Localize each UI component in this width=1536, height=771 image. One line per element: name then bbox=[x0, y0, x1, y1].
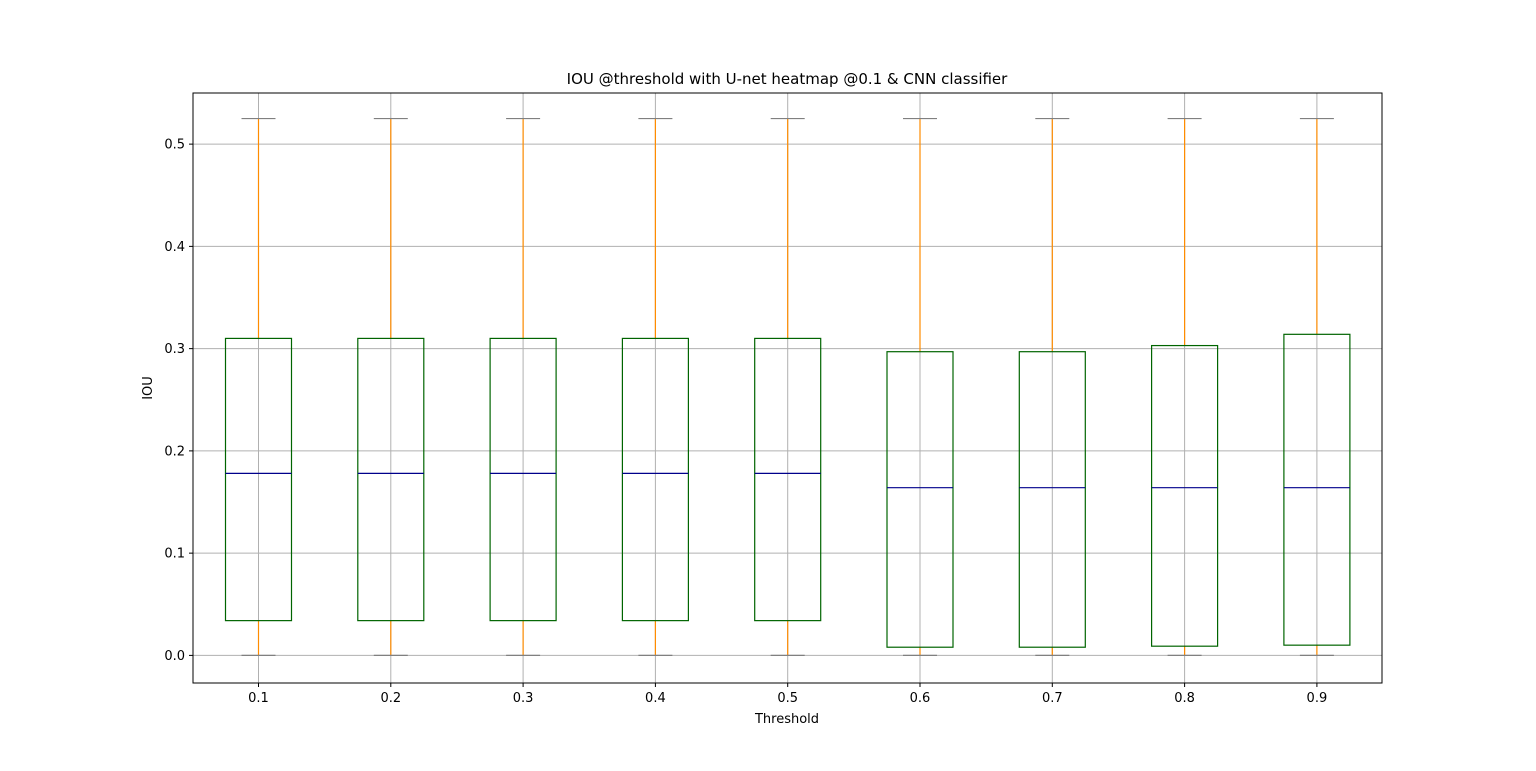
y-tick-label: 0.3 bbox=[164, 342, 185, 357]
y-axis: 0.0 0.1 0.2 0.3 0.4 0.5 bbox=[164, 138, 193, 664]
y-tick-label: 0.1 bbox=[164, 547, 185, 562]
x-tick-label: 0.5 bbox=[777, 691, 798, 706]
y-tick-label: 0.4 bbox=[164, 240, 185, 255]
x-tick-label: 0.3 bbox=[513, 691, 534, 706]
y-tick-label: 0.0 bbox=[164, 649, 185, 664]
x-tick-label: 0.6 bbox=[910, 691, 931, 706]
x-tick-label: 0.8 bbox=[1174, 691, 1195, 706]
x-axis-label: Threshold bbox=[754, 712, 819, 727]
box bbox=[621, 337, 690, 622]
box bbox=[1018, 351, 1086, 648]
box bbox=[224, 337, 293, 622]
box bbox=[1283, 333, 1351, 646]
y-tick-label: 0.5 bbox=[164, 138, 185, 153]
x-axis: 0.1 0.2 0.3 0.4 0.5 0.6 0.7 0.8 0.9 bbox=[248, 683, 1327, 706]
box-layer bbox=[224, 117, 1351, 656]
x-tick-label: 0.2 bbox=[380, 691, 401, 706]
box bbox=[489, 337, 557, 622]
x-tick-label: 0.1 bbox=[248, 691, 269, 706]
y-axis-label: IOU bbox=[141, 376, 156, 400]
box bbox=[1150, 344, 1219, 647]
box bbox=[357, 337, 425, 622]
y-tick-label: 0.2 bbox=[164, 444, 185, 459]
box bbox=[886, 351, 954, 648]
x-tick-label: 0.9 bbox=[1307, 691, 1328, 706]
box bbox=[754, 337, 822, 622]
x-tick-label: 0.7 bbox=[1042, 691, 1063, 706]
x-tick-label: 0.4 bbox=[645, 691, 666, 706]
chart-title: IOU @threshold with U-net heatmap @0.1 &… bbox=[567, 70, 1009, 88]
